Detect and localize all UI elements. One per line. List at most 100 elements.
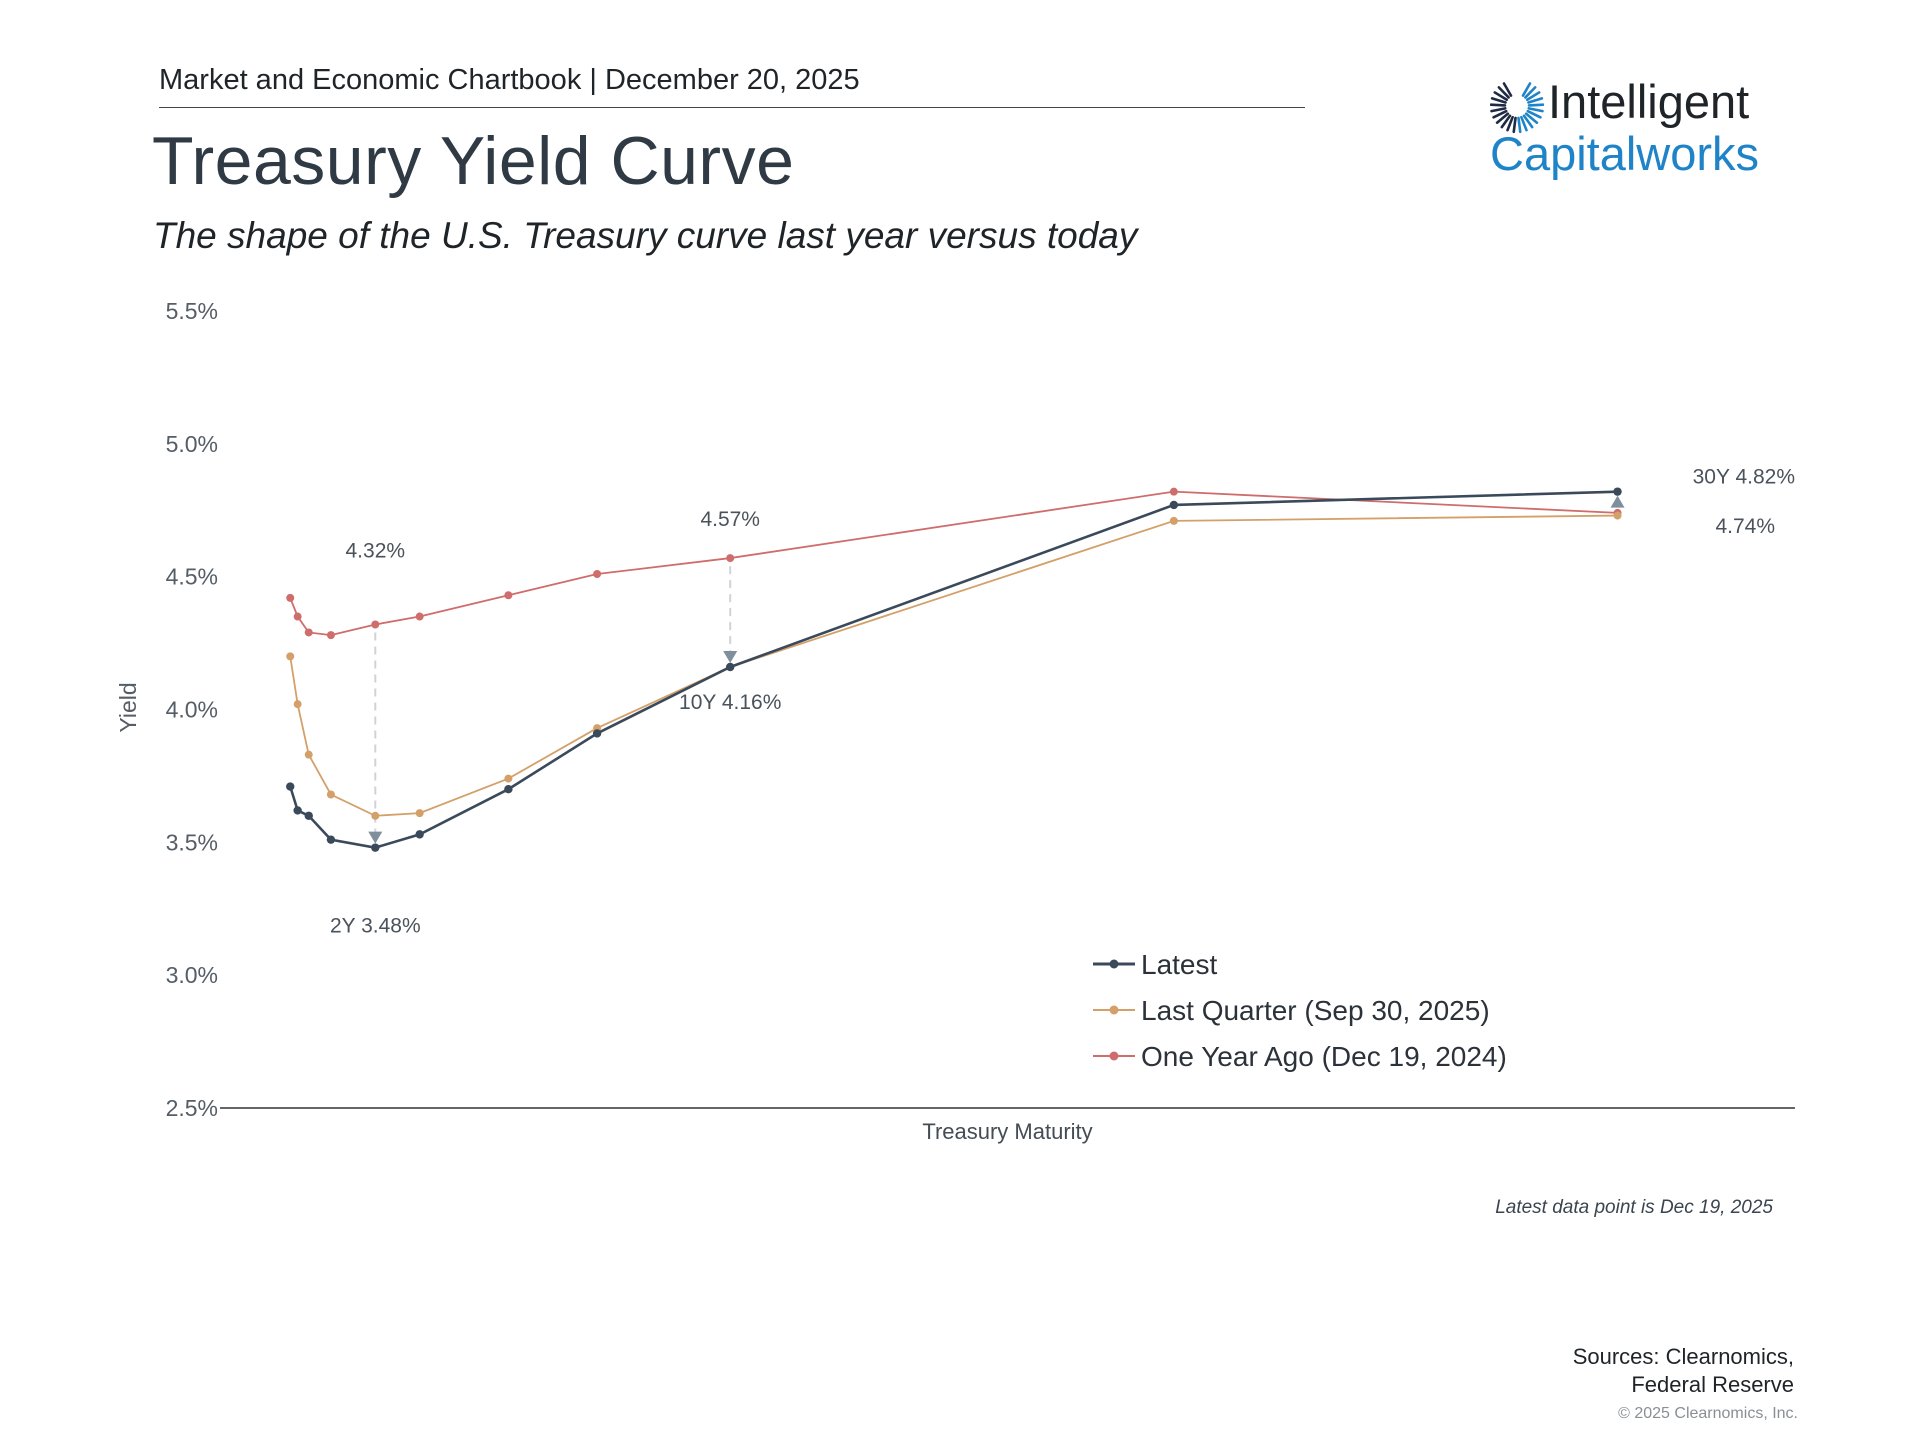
- legend-swatch-dot: [1109, 1051, 1119, 1061]
- data-point: [726, 662, 735, 672]
- legend-swatch-dot: [1109, 959, 1119, 969]
- change-arrow-head: [1610, 495, 1625, 508]
- legend-entry-label: Latest: [1141, 949, 1217, 980]
- series-1: [286, 511, 1622, 820]
- copyright: © 2025 Clearnomics, Inc.: [1618, 1405, 1798, 1422]
- header-divider: [159, 107, 1305, 108]
- logo-ray: [1490, 107, 1507, 113]
- legend-entry-label: One Year Ago (Dec 19, 2024): [1141, 1041, 1507, 1072]
- page-title: Treasury Yield Curve: [152, 123, 795, 199]
- sources: Sources: Clearnomics, Federal Reserve: [1573, 1343, 1794, 1399]
- data-label: 4.57%: [700, 508, 760, 531]
- sources-line-2: Federal Reserve: [1631, 1372, 1794, 1397]
- logo-ray: [1527, 103, 1544, 107]
- series-0: [286, 487, 1622, 852]
- series-group: [286, 487, 1622, 852]
- data-point: [304, 750, 313, 759]
- logo-word-capitalworks: Capitalworks: [1490, 127, 1760, 180]
- y-tick-label: 5.5%: [166, 298, 218, 324]
- data-point: [371, 843, 380, 852]
- data-point: [592, 729, 602, 738]
- legend-swatch-dot: [1109, 1005, 1119, 1015]
- logo-ray: [1520, 115, 1528, 132]
- logo-ray: [1526, 109, 1542, 119]
- logo-ray: [1525, 91, 1541, 102]
- data-point: [504, 785, 513, 794]
- y-tick-label: 3.5%: [166, 829, 218, 855]
- data-point: [304, 628, 313, 637]
- logo-ray: [1524, 86, 1537, 99]
- data-point: [415, 830, 424, 839]
- page-subtitle: The shape of the U.S. Treasury curve las…: [153, 215, 1138, 256]
- logo-ray: [1502, 82, 1513, 97]
- data-point: [1613, 487, 1622, 496]
- logo-word-intelligent: Intelligent: [1548, 75, 1750, 128]
- change-arrow-head: [368, 831, 383, 844]
- series-line: [289, 490, 1618, 637]
- y-axis: 5.5% 5.0% 4.5% 4.0% 3.5% 3.0% 2.5% Yield: [115, 298, 218, 1121]
- data-point: [293, 806, 302, 815]
- series-line: [289, 514, 1618, 817]
- chartbook-header: Market and Economic Chartbook | December…: [159, 64, 860, 96]
- data-point: [504, 591, 513, 600]
- legend: Latest Last Quarter (Sep 30, 2025) One Yea…: [1093, 949, 1507, 1072]
- series-line: [288, 490, 1618, 849]
- logo-ray: [1493, 91, 1509, 102]
- sunburst-logo-icon: [1490, 82, 1544, 134]
- data-label: 2Y 3.48%: [330, 915, 421, 938]
- logo-ray: [1490, 103, 1507, 107]
- y-axis-label: Yield: [115, 682, 141, 732]
- logo-ray: [1524, 112, 1539, 125]
- y-tick-label: 4.5%: [166, 564, 218, 590]
- company-logo: Intelligent Capitalworks: [1490, 74, 1790, 184]
- logo-ray: [1492, 109, 1508, 119]
- data-point: [504, 774, 513, 783]
- series-2: [286, 487, 1622, 640]
- change-arrow-head: [723, 650, 738, 663]
- data-point: [415, 809, 424, 818]
- data-point: [371, 620, 380, 629]
- data-label: 4.32%: [346, 539, 406, 562]
- legend-entry-label: Last Quarter (Sep 30, 2025): [1141, 995, 1490, 1026]
- logo-ray: [1521, 82, 1532, 97]
- sources-line-1: Sources: Clearnomics,: [1572, 1344, 1794, 1369]
- data-point: [293, 612, 302, 621]
- data-point: [326, 631, 335, 640]
- data-point: [1169, 500, 1179, 510]
- data-point: [593, 570, 602, 579]
- logo-ray: [1506, 115, 1514, 132]
- logo-ray: [1527, 107, 1544, 113]
- logo-ray: [1497, 86, 1510, 99]
- logo-ray: [1500, 114, 1512, 129]
- annotations: 4.32% 2Y 3.48% 4.57% 10Y 4.16% 30Y 4.82% 4.74…: [330, 466, 1795, 938]
- data-point: [415, 612, 424, 621]
- logo-ray: [1517, 116, 1522, 134]
- data-point: [1613, 511, 1622, 520]
- logo-ray: [1527, 97, 1544, 104]
- data-label: 10Y 4.16%: [679, 691, 781, 714]
- logo-ray: [1495, 112, 1510, 125]
- logo-ray: [1522, 114, 1534, 129]
- data-point: [326, 835, 336, 844]
- logo-ray: [1512, 116, 1517, 134]
- data-point: [371, 811, 380, 820]
- y-tick-label: 2.5%: [166, 1095, 218, 1121]
- data-point: [326, 790, 335, 799]
- change-arrows: [368, 495, 1625, 844]
- data-label: 30Y 4.82%: [1693, 466, 1795, 489]
- y-tick-label: 5.0%: [166, 431, 218, 457]
- data-point: [293, 700, 302, 709]
- data-point: [286, 593, 295, 602]
- x-axis-label: Treasury Maturity: [922, 1119, 1092, 1144]
- data-point: [286, 652, 295, 661]
- data-point: [1169, 487, 1178, 496]
- logo-ray: [1490, 97, 1507, 104]
- data-point: [304, 811, 313, 820]
- data-label: 4.74%: [1715, 515, 1775, 538]
- data-point: [286, 782, 295, 791]
- x-axis: Treasury Maturity: [220, 1107, 1795, 1144]
- y-tick-label: 3.0%: [166, 962, 218, 988]
- latest-data-note: Latest data point is Dec 19, 2025: [1495, 1197, 1773, 1218]
- data-point: [1169, 516, 1178, 525]
